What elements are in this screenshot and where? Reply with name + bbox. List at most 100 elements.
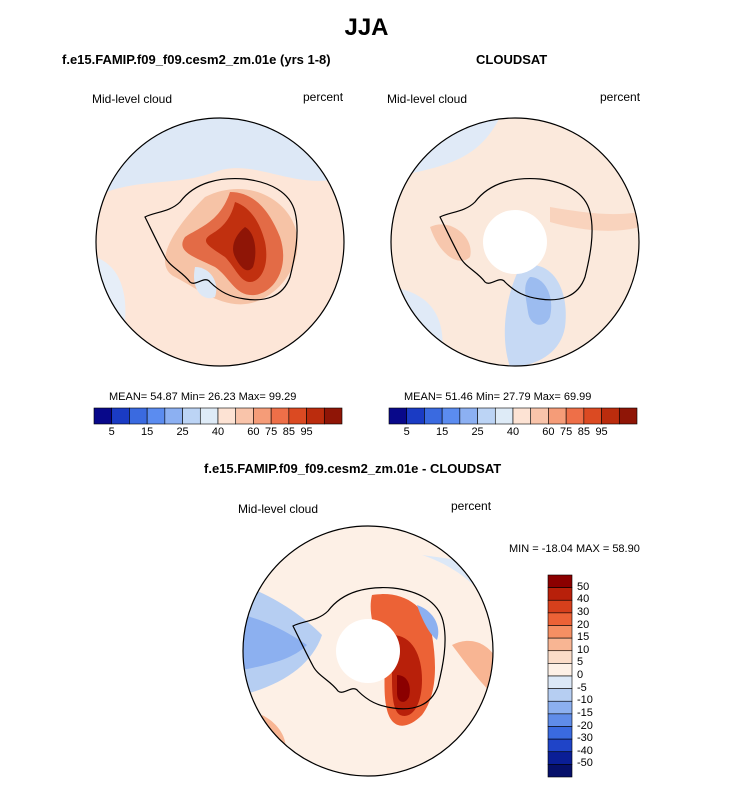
diff-colorbar-swatch	[547, 625, 573, 639]
colorbar-swatch	[388, 407, 408, 425]
diff-colorbar-swatch	[547, 738, 573, 753]
colorbar-swatch	[601, 407, 620, 425]
panel-1-units: percent	[303, 90, 344, 104]
diff-colorbar-tick-label: 0	[577, 669, 584, 681]
colorbar-swatch	[618, 407, 638, 425]
diff-colorbar-tick-label: 5	[577, 656, 584, 669]
diff-colorbar-tick-label: 10	[577, 643, 590, 656]
colorbar-tick-label: 75	[560, 426, 573, 438]
colorbar-swatch	[199, 407, 219, 425]
diff-panel-title: f.e15.FAMIP.f09_f09.cesm2_zm.01e - CLOUD…	[204, 461, 502, 476]
diff-panel-units: percent	[451, 499, 492, 513]
colorbar-swatch	[182, 407, 201, 425]
diff-colorbar-tick-label: 30	[577, 605, 590, 618]
diff-colorbar-tick-label: 40	[577, 593, 590, 606]
panel-1-map	[95, 117, 345, 367]
colorbar-swatch	[494, 407, 514, 425]
colorbar-tick-label: 5	[108, 426, 115, 438]
colorbar-tick-label: 40	[506, 426, 520, 438]
diff-panel-colorbar	[547, 574, 573, 778]
diff-colorbar-tick-label: -15	[577, 706, 593, 719]
diff-colorbar-swatch	[547, 599, 573, 614]
colorbar-swatch	[217, 407, 237, 425]
panel-2-units: percent	[600, 90, 641, 104]
colorbar-swatch	[424, 407, 443, 425]
colorbar-swatch	[548, 407, 567, 425]
panel-1-variable: Mid-level cloud	[92, 92, 173, 106]
diff-panel-coastline	[292, 587, 446, 710]
colorbar-swatch	[146, 407, 166, 425]
colorbar-tick-label: 85	[577, 426, 590, 438]
diff-panel-max-region	[397, 675, 410, 702]
panel-1-title: f.e15.FAMIP.f09_f09.cesm2_zm.01e (yrs 1-…	[62, 52, 331, 67]
colorbar-tick-label: 15	[436, 426, 449, 438]
colorbar-tick-label: 60	[542, 426, 555, 438]
colorbar-swatch	[459, 407, 478, 425]
diff-panel-missing-data-hole	[336, 619, 400, 683]
colorbar-tick-label: 5	[403, 426, 410, 438]
panel-2-colorbar-labels: 5 15 25 40 60 75 85 95	[389, 426, 637, 440]
diff-colorbar-swatch	[547, 587, 573, 601]
colorbar-swatch	[583, 407, 602, 425]
panel-1-colorbar-labels: 5 15 25 40 60 75 85 95	[94, 426, 342, 440]
colorbar-tick-label: 40	[211, 426, 225, 438]
colorbar-tick-label: 60	[247, 426, 260, 438]
diff-colorbar-swatch	[547, 663, 573, 677]
panel-2-coastline	[439, 178, 593, 301]
diff-colorbar-tick-label: 20	[577, 618, 590, 631]
panel-1-max-region	[233, 227, 256, 271]
colorbar-swatch	[288, 407, 307, 425]
diff-panel-colorbar-labels: 50 40 30 20 15 10 5 0 -5 -10 -15 -20 -30 -40 -50	[577, 575, 617, 777]
colorbar-tick-label: 75	[265, 426, 278, 438]
colorbar-swatch	[235, 407, 254, 425]
diff-panel-map-boundary	[242, 525, 494, 777]
panel-1-coastline	[144, 178, 298, 301]
colorbar-tick-label: 15	[141, 426, 154, 438]
colorbar-swatch	[512, 407, 532, 425]
colorbar-tick-label: 85	[282, 426, 295, 438]
diff-colorbar-tick-label: -30	[577, 732, 593, 745]
diff-panel-stats: MIN = -18.04 MAX = 58.90	[509, 543, 640, 555]
diff-colorbar-tick-label: -50	[577, 757, 593, 770]
colorbar-swatch	[93, 407, 113, 425]
diff-colorbar-swatch	[547, 713, 573, 727]
panel-2-title: CLOUDSAT	[476, 52, 548, 67]
panel-1-map-boundary	[95, 117, 345, 367]
diff-colorbar-tick-label: -40	[577, 744, 593, 757]
colorbar-swatch	[164, 407, 183, 425]
panel-2-colorbar	[388, 407, 638, 425]
diff-colorbar-swatch	[547, 675, 573, 689]
colorbar-swatch	[306, 407, 325, 425]
panel-1-low-cloud-region	[96, 118, 344, 197]
panel-2-variable: Mid-level cloud	[387, 92, 468, 106]
diff-colorbar-swatch	[547, 751, 573, 765]
diff-colorbar-tick-label: -20	[577, 719, 593, 732]
diff-colorbar-swatch	[547, 650, 573, 664]
diff-colorbar-swatch	[547, 726, 573, 740]
diff-colorbar-swatch	[547, 612, 573, 626]
colorbar-swatch	[441, 407, 461, 425]
colorbar-swatch	[323, 407, 343, 425]
panel-1-colorbar	[93, 407, 343, 425]
colorbar-tick-label: 25	[471, 426, 484, 438]
diff-colorbar-tick-label: -5	[577, 681, 587, 694]
colorbar-swatch	[129, 407, 148, 425]
colorbar-swatch	[253, 407, 272, 425]
diff-colorbar-tick-label: 50	[577, 580, 590, 593]
diff-colorbar-tick-label: -10	[577, 694, 593, 707]
diff-colorbar-swatch	[547, 700, 573, 715]
colorbar-swatch	[477, 407, 496, 425]
diff-colorbar-swatch	[547, 688, 573, 702]
panel-2-map	[390, 117, 640, 367]
diff-colorbar-tick-label: 15	[577, 631, 590, 644]
colorbar-tick-label: 95	[595, 426, 608, 438]
diff-panel-variable: Mid-level cloud	[238, 502, 319, 516]
panel-2-stats: MEAN= 51.46 Min= 27.79 Max= 69.99	[404, 391, 592, 403]
figure-title: JJA	[344, 14, 389, 41]
colorbar-swatch	[530, 407, 549, 425]
diff-colorbar-swatch	[547, 637, 573, 652]
colorbar-swatch	[406, 407, 425, 425]
colorbar-swatch	[111, 407, 130, 425]
colorbar-swatch	[270, 407, 290, 425]
colorbar-tick-label: 95	[300, 426, 313, 438]
